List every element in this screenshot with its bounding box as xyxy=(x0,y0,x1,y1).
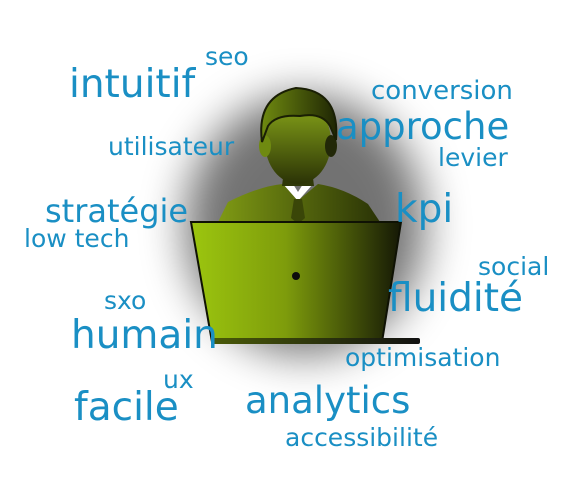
word-utilisateur: utilisateur xyxy=(108,132,235,161)
word-sxo: sxo xyxy=(104,286,147,315)
word-humain: humain xyxy=(71,313,218,358)
tie xyxy=(291,199,305,224)
word-seo: seo xyxy=(205,42,249,71)
laptop-base xyxy=(212,338,420,344)
word-strategie: stratégie xyxy=(45,192,189,230)
word-conversion: conversion xyxy=(371,76,513,106)
ear-right xyxy=(325,135,337,157)
word-levier: levier xyxy=(438,143,508,172)
collar xyxy=(283,184,313,201)
laptop-camera-dot xyxy=(292,272,300,280)
word-accessibilite: accessibilité xyxy=(285,423,439,452)
word-intuitif: intuitif xyxy=(69,62,196,107)
hair xyxy=(260,86,338,143)
word-optimisation: optimisation xyxy=(345,343,501,372)
word-low-tech: low tech xyxy=(24,224,130,253)
laptop-lid xyxy=(189,221,403,343)
word-facile: facile xyxy=(74,385,179,430)
word-analytics: analytics xyxy=(245,379,411,422)
word-social: social xyxy=(478,252,550,281)
word-ux: ux xyxy=(163,365,194,394)
word-approche: approche xyxy=(336,105,510,148)
word-kpi: kpi xyxy=(395,187,454,232)
word-fluidite: fluidité xyxy=(388,276,523,321)
face xyxy=(265,100,331,184)
